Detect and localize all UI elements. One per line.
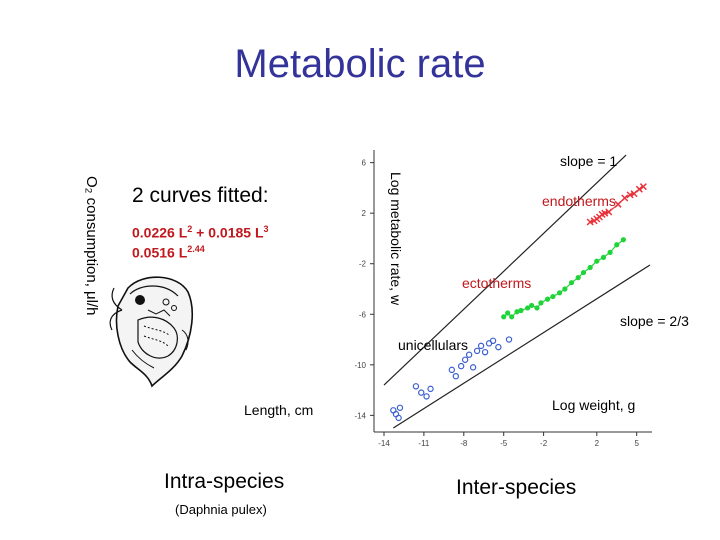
- unicellulars-label: unicellulars: [398, 337, 468, 353]
- endotherms-label: endotherms: [542, 193, 616, 209]
- ectotherm-point: [544, 296, 551, 302]
- ectotherm-point: [505, 310, 511, 316]
- slope-2-3-line: [392, 264, 651, 429]
- eq2-term-a-exponent: 2.44: [187, 244, 205, 254]
- fit-equation-power: 0.0516 L2.44: [132, 244, 205, 261]
- ectotherm-point: [538, 300, 544, 306]
- unicellular-point: [396, 404, 404, 411]
- unicellular-point: [477, 342, 485, 350]
- endotherm-point: [626, 191, 634, 199]
- y-tick-label: 2: [362, 209, 367, 218]
- x-tick-label: 2: [595, 439, 600, 448]
- ectotherm-point: [550, 293, 556, 300]
- daphnia-drawing: [109, 276, 194, 388]
- ectotherm-point: [568, 280, 575, 286]
- length-axis-label: Length, cm: [244, 402, 314, 418]
- endotherm-point: [639, 183, 647, 191]
- unicellular-point: [461, 356, 469, 363]
- ectotherm-point: [501, 314, 507, 320]
- unicellular-point: [473, 347, 481, 355]
- ectotherm-point: [575, 275, 581, 281]
- slope-1-line: [383, 154, 627, 386]
- endotherm-point: [614, 200, 622, 208]
- fit-equation-polynomial: 0.0226 L2 + 0.0185 L3: [132, 224, 269, 241]
- unicellular-point: [505, 336, 513, 343]
- x-tick-label: 5: [634, 439, 639, 448]
- unicellular-point: [395, 414, 402, 422]
- unicellular-point: [448, 366, 456, 374]
- ectotherm-point: [600, 254, 607, 261]
- ectotherm-point: [509, 314, 515, 320]
- slide-title: Metabolic rate: [234, 42, 486, 86]
- unicellular-point: [469, 364, 477, 371]
- endotherm-point: [635, 185, 643, 193]
- ectotherm-point: [529, 302, 535, 309]
- x-axis-title: Log weight, g: [552, 397, 635, 413]
- endotherm-point: [605, 208, 613, 216]
- eq2-term-a: 0.0516 L: [132, 244, 188, 261]
- x-tick-label: -2: [540, 439, 548, 448]
- unicellular-point: [457, 362, 465, 370]
- unicellular-point: [452, 372, 460, 380]
- x-tick-label: -8: [460, 439, 468, 448]
- ectotherm-point: [518, 307, 524, 314]
- ectotherm-point: [562, 286, 568, 292]
- unicellular-point: [412, 383, 420, 390]
- ectotherm-point: [534, 305, 540, 311]
- y-tick-label: -2: [359, 260, 367, 269]
- y-tick-label: -10: [354, 361, 366, 370]
- ectotherm-point: [514, 309, 520, 315]
- y-axis-title: Log metabolic rate, w: [388, 172, 404, 306]
- unicellular-point: [418, 389, 425, 396]
- eq1-term-b-exponent: 3: [263, 224, 269, 234]
- unicellular-point: [427, 385, 434, 393]
- x-tick-label: -14: [378, 439, 390, 448]
- eq1-term-a: 0.0226 L: [132, 224, 188, 241]
- ectotherm-point: [556, 290, 563, 296]
- endotherm-point: [601, 209, 609, 217]
- ectotherms-label: ectotherms: [462, 275, 531, 291]
- eq1-term-a-exponent: 2: [187, 224, 193, 234]
- slope-2-3-label: slope = 2/3: [620, 313, 689, 329]
- inter-species-caption: Inter-species: [456, 476, 577, 499]
- unicellular-point: [423, 393, 430, 400]
- ectotherm-point: [587, 264, 593, 271]
- unicellular-point: [489, 337, 497, 345]
- unicellular-point: [481, 348, 489, 356]
- endotherm-point: [586, 218, 594, 226]
- ectotherm-point: [614, 242, 620, 248]
- eq1-term-b: + 0.0185 L: [192, 224, 264, 241]
- y-tick-label: 6: [362, 159, 367, 168]
- intra-species-caption: Intra-species: [164, 470, 285, 493]
- y-tick-label: -14: [354, 411, 366, 420]
- unicellular-point: [465, 351, 473, 358]
- y-tick-label: -6: [359, 310, 367, 319]
- daphnia-pulex-caption: (Daphnia pulex): [175, 502, 267, 517]
- ectotherm-point: [607, 249, 613, 255]
- endotherm-point: [621, 194, 629, 202]
- ectotherm-point: [525, 305, 531, 311]
- x-tick-label: -11: [418, 439, 430, 448]
- x-tick-label: -5: [500, 439, 508, 448]
- ectotherm-point: [620, 237, 627, 243]
- ectotherm-point: [580, 269, 587, 276]
- ectotherm-point: [594, 258, 600, 264]
- slope-1-label: slope = 1: [560, 153, 617, 169]
- unicellular-point: [495, 343, 502, 351]
- curves-fitted-heading: 2 curves fitted:: [132, 184, 269, 207]
